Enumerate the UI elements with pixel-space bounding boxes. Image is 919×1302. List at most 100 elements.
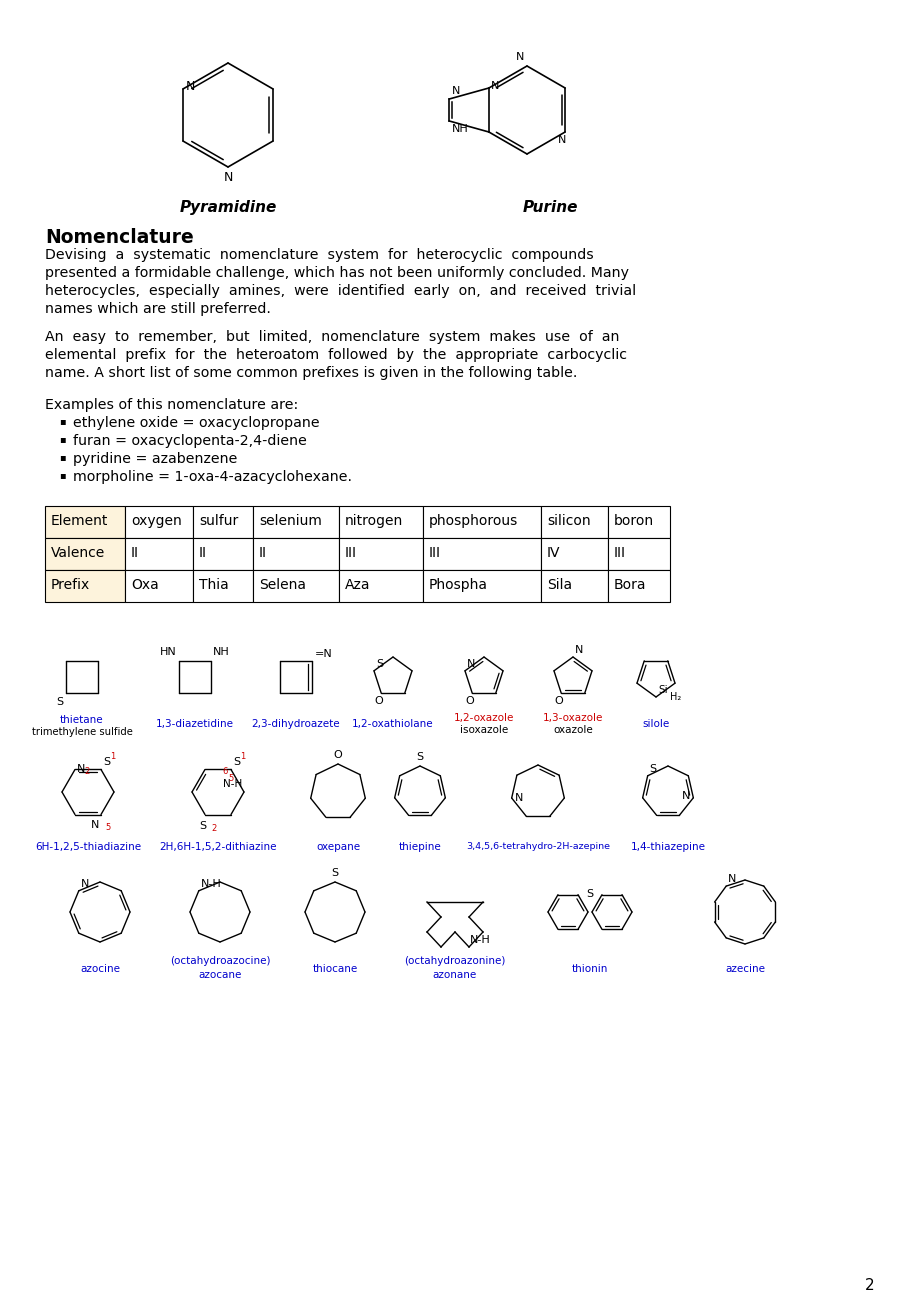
Text: Element: Element	[51, 514, 108, 529]
Text: Thia: Thia	[199, 578, 229, 592]
Text: silicon: silicon	[547, 514, 590, 529]
Text: 3,4,5,6-tetrahydro-2H-azepine: 3,4,5,6-tetrahydro-2H-azepine	[466, 842, 609, 852]
Text: 2: 2	[865, 1279, 874, 1293]
Text: (octahydroazonine): (octahydroazonine)	[403, 956, 505, 966]
Text: O: O	[554, 697, 563, 706]
Text: 2: 2	[84, 767, 89, 776]
Text: O: O	[465, 697, 474, 706]
Bar	[607, 538, 669, 570]
Text: S: S	[585, 889, 593, 898]
Text: Purine: Purine	[522, 201, 577, 215]
Text: HN: HN	[160, 647, 176, 658]
Bar	[423, 538, 540, 570]
Text: ▪: ▪	[59, 452, 65, 462]
Text: Examples of this nomenclature are:: Examples of this nomenclature are:	[45, 398, 298, 411]
Text: N: N	[452, 86, 460, 96]
Bar	[540, 506, 607, 538]
Text: ▪: ▪	[59, 417, 65, 426]
Text: N-H: N-H	[470, 935, 490, 945]
Bar	[338, 538, 423, 570]
Text: II: II	[199, 546, 207, 560]
Text: N: N	[728, 874, 736, 884]
Text: heterocycles,  especially  amines,  were  identified  early  on,  and  received : heterocycles, especially amines, were id…	[45, 284, 635, 298]
Text: Aza: Aza	[345, 578, 370, 592]
Bar	[125, 506, 193, 538]
Text: II: II	[259, 546, 267, 560]
Text: S: S	[416, 753, 423, 762]
Bar	[607, 570, 669, 602]
Text: NH: NH	[213, 647, 230, 658]
Bar	[45, 570, 125, 602]
Bar	[45, 506, 125, 538]
Bar	[423, 506, 540, 538]
Text: furan = oxacyclopenta-2,4-diene: furan = oxacyclopenta-2,4-diene	[73, 434, 307, 448]
Bar	[540, 538, 607, 570]
Text: 1,2-oxathiolane: 1,2-oxathiolane	[352, 719, 434, 729]
Bar	[45, 538, 125, 570]
Text: 5: 5	[105, 823, 110, 832]
Text: ▪: ▪	[59, 470, 65, 480]
Text: trimethylene sulfide: trimethylene sulfide	[31, 727, 132, 737]
Text: 1,3-diazetidine: 1,3-diazetidine	[156, 719, 233, 729]
Text: NH: NH	[452, 124, 469, 134]
Text: S: S	[331, 868, 338, 878]
Text: azocane: azocane	[199, 970, 242, 980]
Text: N: N	[81, 879, 89, 889]
Text: II: II	[130, 546, 139, 560]
Text: 1,3-oxazole: 1,3-oxazole	[542, 713, 603, 723]
Text: Phospha: Phospha	[428, 578, 487, 592]
Text: name. A short list of some common prefixes is given in the following table.: name. A short list of some common prefix…	[45, 366, 577, 380]
Text: elemental  prefix  for  the  heteroatom  followed  by  the  appropriate  carbocy: elemental prefix for the heteroatom foll…	[45, 348, 627, 362]
Bar	[253, 570, 338, 602]
Text: oxepane: oxepane	[315, 842, 359, 852]
Text: 6: 6	[222, 767, 228, 776]
Text: ethylene oxide = oxacyclopropane: ethylene oxide = oxacyclopropane	[73, 417, 319, 430]
Text: 2,3-dihydroazete: 2,3-dihydroazete	[252, 719, 340, 729]
Text: Prefix: Prefix	[51, 578, 90, 592]
Text: ▪: ▪	[59, 434, 65, 444]
Text: morpholine = 1-oxa-4-azacyclohexane.: morpholine = 1-oxa-4-azacyclohexane.	[73, 470, 352, 484]
Bar	[193, 538, 253, 570]
Text: oxygen: oxygen	[130, 514, 182, 529]
Text: S: S	[199, 820, 207, 831]
Bar	[193, 570, 253, 602]
Text: N-H: N-H	[200, 879, 221, 889]
Text: selenium: selenium	[259, 514, 322, 529]
Text: 1,4-thiazepine: 1,4-thiazepine	[630, 842, 705, 852]
Text: sulfur: sulfur	[199, 514, 238, 529]
Text: pyridine = azabenzene: pyridine = azabenzene	[73, 452, 237, 466]
Bar	[338, 506, 423, 538]
Text: oxazole: oxazole	[552, 725, 592, 736]
Text: Nomenclature: Nomenclature	[45, 228, 194, 247]
Text: Selena: Selena	[259, 578, 306, 592]
Text: nitrogen: nitrogen	[345, 514, 403, 529]
Text: N: N	[491, 81, 499, 91]
Bar	[253, 538, 338, 570]
Text: azecine: azecine	[724, 963, 765, 974]
Text: 6H-1,2,5-thiadiazine: 6H-1,2,5-thiadiazine	[35, 842, 141, 852]
Text: III: III	[613, 546, 625, 560]
Bar	[540, 570, 607, 602]
Text: isoxazole: isoxazole	[460, 725, 507, 736]
Text: N: N	[514, 793, 523, 803]
Text: Valence: Valence	[51, 546, 105, 560]
Text: IV: IV	[547, 546, 560, 560]
Bar	[423, 570, 540, 602]
Text: thiepine: thiepine	[398, 842, 441, 852]
Text: N: N	[467, 659, 475, 669]
Text: Sila: Sila	[547, 578, 572, 592]
Text: thiocane: thiocane	[312, 963, 357, 974]
Text: III: III	[428, 546, 440, 560]
Text: III: III	[345, 546, 357, 560]
Text: (octahydroazocine): (octahydroazocine)	[170, 956, 270, 966]
Text: thietane: thietane	[60, 715, 104, 725]
Text: N-H: N-H	[222, 779, 242, 789]
Text: N: N	[186, 81, 195, 94]
Text: N: N	[223, 171, 233, 184]
Text: S: S	[376, 659, 382, 669]
Text: Devising  a  systematic  nomenclature  system  for  heterocyclic  compounds: Devising a systematic nomenclature syste…	[45, 247, 593, 262]
Text: thionin: thionin	[572, 963, 607, 974]
Bar	[607, 506, 669, 538]
Text: An  easy  to  remember,  but  limited,  nomenclature  system  makes  use  of  an: An easy to remember, but limited, nomenc…	[45, 329, 618, 344]
Bar	[338, 570, 423, 602]
